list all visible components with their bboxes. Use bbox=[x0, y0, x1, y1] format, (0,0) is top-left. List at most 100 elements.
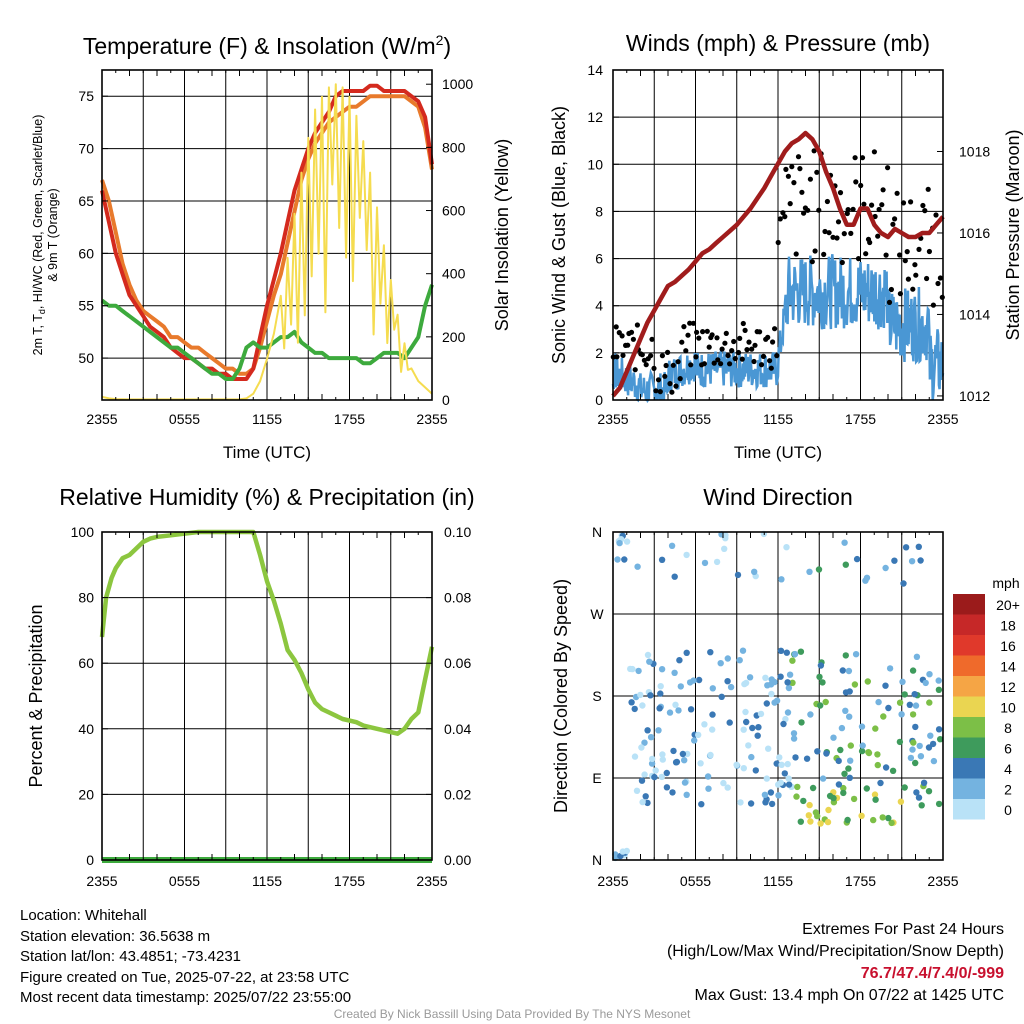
direction-point bbox=[897, 798, 905, 805]
direction-point bbox=[817, 820, 824, 827]
x-tick-label: 0555 bbox=[680, 873, 711, 889]
gust-point bbox=[665, 349, 671, 355]
winds-ylabel: Sonic Wind & Gust (Blue, Black) bbox=[549, 106, 569, 364]
y-tick-label: 6 bbox=[595, 251, 603, 267]
gust-point bbox=[892, 216, 898, 222]
direction-point bbox=[798, 719, 805, 726]
direction-point bbox=[925, 788, 933, 795]
gust-point bbox=[855, 256, 862, 262]
gust-point bbox=[719, 346, 725, 352]
gust-point bbox=[690, 320, 697, 326]
x-tick-label: 1755 bbox=[334, 411, 365, 427]
direction-point bbox=[671, 669, 678, 676]
x-tick-label: 1155 bbox=[252, 873, 282, 889]
direction-point bbox=[777, 647, 785, 654]
direction-point bbox=[842, 707, 849, 714]
direction-point bbox=[656, 705, 663, 712]
y2-tick-label: 1000 bbox=[442, 76, 473, 92]
y2-tick-label: 0 bbox=[442, 392, 450, 408]
direction-point bbox=[826, 792, 834, 800]
direction-point bbox=[765, 745, 772, 752]
direction-point bbox=[816, 673, 823, 681]
direction-point bbox=[794, 783, 801, 791]
direction-point bbox=[745, 742, 752, 749]
direction-point bbox=[824, 818, 832, 826]
direction-point bbox=[909, 746, 916, 753]
direction-point bbox=[785, 684, 793, 692]
y-tick-label: 0 bbox=[595, 392, 603, 408]
gust-point bbox=[807, 176, 814, 182]
gust-point bbox=[811, 148, 817, 154]
colorbar-label: 4 bbox=[1004, 761, 1012, 777]
y-tick-label: 60 bbox=[78, 245, 94, 261]
winds-panel-title: Winds (mph) & Pressure (mb) bbox=[626, 30, 930, 56]
direction-point bbox=[614, 556, 621, 563]
direction-point bbox=[748, 753, 755, 761]
colorbar-label: 14 bbox=[1000, 659, 1016, 675]
extremes-subtitle: (High/Low/Max Wind/Precipitation/Snow De… bbox=[666, 943, 1004, 960]
direction-point bbox=[657, 690, 664, 697]
colorbar-label: 8 bbox=[1004, 720, 1012, 736]
direction-point bbox=[916, 742, 923, 750]
direction-ticks: 2355 0555 1155 1755 2355 N E S W N bbox=[590, 524, 958, 889]
direction-point bbox=[737, 799, 744, 806]
direction-point bbox=[762, 674, 769, 681]
x-tick-label: 1155 bbox=[252, 411, 282, 427]
direction-point bbox=[847, 757, 854, 764]
direction-point bbox=[681, 779, 689, 786]
direction-point bbox=[935, 677, 942, 684]
direction-point bbox=[647, 734, 655, 741]
direction-point bbox=[659, 756, 666, 763]
gust-point bbox=[718, 361, 724, 367]
direction-point bbox=[806, 568, 813, 575]
extremes-values: 76.7/47.4/7.4/0/-999 bbox=[860, 965, 1004, 982]
direction-point bbox=[835, 781, 843, 788]
gust-point bbox=[739, 356, 745, 362]
direction-point bbox=[638, 744, 645, 751]
credit-line: Created By Nick Bassill Using Data Provi… bbox=[333, 1007, 691, 1021]
pressure-ylabel: Station Pressure (Maroon) bbox=[1003, 129, 1023, 340]
temperature-series-line bbox=[100, 83, 434, 381]
direction-point bbox=[793, 793, 800, 800]
y2-tick-label: 400 bbox=[442, 266, 466, 282]
gust-point bbox=[782, 214, 788, 220]
direction-point bbox=[718, 693, 725, 700]
direction-point bbox=[898, 711, 905, 718]
direction-point bbox=[926, 671, 933, 678]
gust-point bbox=[675, 359, 681, 365]
gust-point bbox=[735, 349, 742, 356]
winds-xlabel: Time (UTC) bbox=[734, 443, 822, 462]
humidity-panel: Relative Humidity (%) & Precipitation (i… bbox=[26, 484, 475, 889]
gust-point bbox=[852, 155, 858, 161]
gust-point bbox=[667, 381, 673, 387]
direction-point bbox=[649, 755, 656, 763]
winds-ticks: 2355 0555 1155 1755 235502468101214101210141… bbox=[587, 62, 990, 427]
direction-point bbox=[783, 649, 790, 656]
direction-point bbox=[705, 785, 712, 792]
direction-point bbox=[882, 564, 889, 572]
direction-point bbox=[850, 795, 858, 803]
direction-point bbox=[805, 812, 812, 819]
direction-point bbox=[806, 801, 813, 809]
direction-point bbox=[720, 779, 727, 787]
y2-tick-label: 0.08 bbox=[444, 590, 471, 606]
gust-point bbox=[613, 324, 619, 330]
x-tick-label: 0555 bbox=[169, 873, 200, 889]
gust-point bbox=[700, 329, 706, 335]
gust-point bbox=[706, 344, 712, 350]
colorbar-label: 16 bbox=[1000, 638, 1016, 654]
speed-colorbar: mph 20+ 18 16 14 12 10 8 6 4 2 0 bbox=[953, 575, 1020, 820]
gust-point bbox=[648, 353, 654, 359]
direction-point bbox=[865, 749, 873, 757]
direction-point bbox=[791, 650, 799, 658]
direction-point bbox=[669, 789, 676, 796]
direction-tick-label: W bbox=[590, 606, 604, 622]
gust-point bbox=[795, 154, 802, 160]
gust-point bbox=[765, 334, 771, 340]
gust-point bbox=[925, 186, 931, 192]
gust-point bbox=[844, 210, 850, 217]
gust-point bbox=[797, 166, 803, 172]
direction-point bbox=[915, 543, 922, 550]
x-tick-label: 2355 bbox=[927, 873, 958, 889]
gust-point bbox=[651, 365, 657, 371]
